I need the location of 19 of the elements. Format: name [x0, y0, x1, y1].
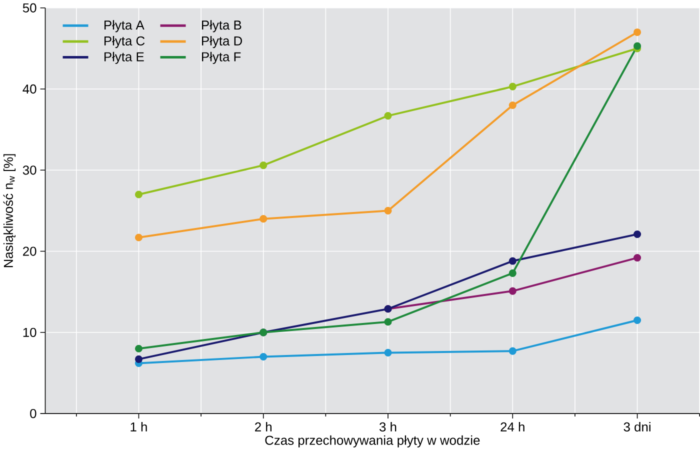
x-axis-title: Czas przechowywania płyty w wodzie: [265, 435, 480, 448]
x-tick-label: 3 h: [380, 422, 396, 432]
legend-label: Płyta F: [202, 52, 241, 64]
legend-label: Płyta B: [202, 20, 242, 32]
y-tick-label: 50: [22, 3, 36, 13]
y-tick-label: 40: [22, 84, 36, 94]
legend-label: Płyta D: [202, 36, 242, 48]
y-tick-label: 20: [23, 246, 36, 256]
legend-label: Płyta E: [104, 52, 144, 64]
legend-label: Płyta A: [104, 20, 144, 32]
y-tick-label: 10: [23, 328, 36, 338]
x-tick-label: 2 h: [255, 422, 272, 432]
y-tick-label: 0: [30, 409, 36, 418]
x-tick-label: 3 dni: [624, 422, 650, 432]
legend-label: Płyta C: [104, 36, 145, 48]
y-tick-label: 30: [22, 166, 36, 175]
x-tick-label: 1 h: [130, 422, 147, 432]
x-tick-label: 24 h: [500, 422, 524, 432]
y-axis-title: Nasiąkliwość n$_{w}$ [%]: [3, 154, 16, 268]
